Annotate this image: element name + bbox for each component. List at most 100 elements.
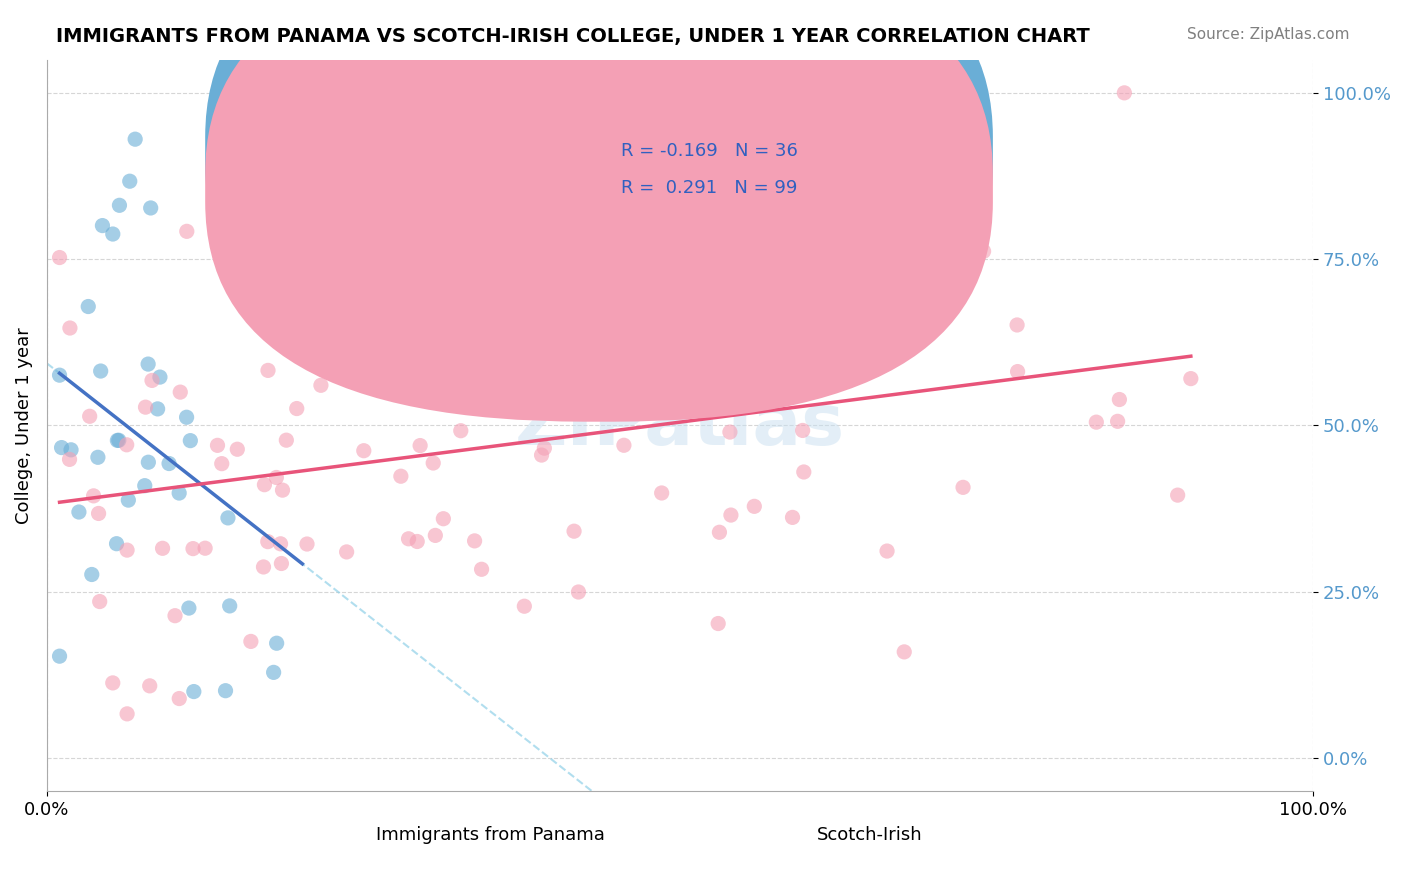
Point — [179, 434, 201, 448]
Point — [877, 279, 900, 293]
Point — [107, 434, 129, 448]
Point — [1114, 86, 1136, 100]
Point — [872, 252, 894, 267]
Point — [707, 616, 730, 631]
FancyBboxPatch shape — [205, 0, 993, 385]
Point — [432, 512, 454, 526]
Point — [876, 544, 898, 558]
Text: R = -0.169   N = 36: R = -0.169 N = 36 — [620, 142, 797, 160]
Point — [108, 198, 131, 212]
Point — [157, 457, 180, 471]
Circle shape — [766, 826, 797, 844]
Point — [146, 401, 169, 416]
Point — [425, 528, 447, 542]
Point — [163, 608, 186, 623]
Point — [48, 368, 70, 383]
Point — [138, 679, 160, 693]
Point — [124, 132, 146, 146]
Point — [893, 645, 915, 659]
Text: IMMIGRANTS FROM PANAMA VS SCOTCH-IRISH COLLEGE, UNDER 1 YEAR CORRELATION CHART: IMMIGRANTS FROM PANAMA VS SCOTCH-IRISH C… — [56, 27, 1090, 45]
Y-axis label: College, Under 1 year: College, Under 1 year — [15, 327, 32, 524]
Point — [276, 433, 298, 447]
Point — [270, 557, 292, 571]
Point — [530, 448, 553, 462]
FancyBboxPatch shape — [567, 133, 908, 227]
Point — [60, 442, 83, 457]
Point — [89, 594, 111, 608]
Point — [48, 649, 70, 664]
Circle shape — [387, 826, 416, 844]
Point — [270, 537, 292, 551]
Point — [613, 438, 636, 452]
Point — [450, 371, 472, 385]
Point — [253, 477, 276, 491]
Point — [80, 567, 103, 582]
Point — [217, 511, 239, 525]
Point — [651, 486, 673, 500]
Point — [152, 541, 174, 556]
Point — [176, 224, 198, 238]
Point — [792, 424, 814, 438]
Point — [149, 370, 172, 384]
Point — [271, 483, 294, 497]
Point — [295, 537, 318, 551]
Point — [1007, 365, 1029, 379]
Point — [117, 493, 139, 508]
Point — [533, 441, 555, 455]
Point — [626, 385, 648, 400]
Point — [115, 543, 138, 558]
Point — [973, 244, 995, 259]
Point — [1107, 414, 1129, 428]
Point — [136, 357, 159, 371]
Text: Immigrants from Panama: Immigrants from Panama — [375, 826, 605, 844]
Point — [718, 425, 741, 439]
Point — [226, 442, 249, 457]
Point — [634, 240, 657, 254]
Point — [471, 562, 494, 576]
Point — [77, 300, 100, 314]
Point — [513, 599, 536, 614]
Point — [440, 387, 463, 401]
Text: Source: ZipAtlas.com: Source: ZipAtlas.com — [1187, 27, 1350, 42]
Point — [851, 265, 873, 279]
Point — [169, 385, 191, 400]
Point — [634, 308, 657, 322]
Point — [464, 533, 486, 548]
Point — [450, 424, 472, 438]
Point — [489, 384, 512, 398]
Point — [797, 289, 820, 303]
Point — [101, 227, 124, 241]
Point — [353, 443, 375, 458]
Point — [1085, 415, 1108, 429]
Point — [263, 665, 285, 680]
Point — [183, 684, 205, 698]
Point — [389, 469, 412, 483]
Point — [252, 560, 274, 574]
Point — [79, 409, 101, 424]
Point — [266, 636, 288, 650]
Point — [181, 541, 204, 556]
Point — [533, 92, 555, 106]
Point — [793, 465, 815, 479]
Point — [214, 683, 236, 698]
Point — [1005, 318, 1028, 332]
Point — [409, 439, 432, 453]
Point — [239, 634, 262, 648]
Point — [177, 601, 200, 615]
Point — [564, 208, 586, 222]
Point — [51, 441, 73, 455]
Point — [107, 434, 129, 448]
FancyBboxPatch shape — [205, 0, 993, 422]
Text: ZIPatlas: ZIPatlas — [515, 391, 845, 460]
Point — [720, 508, 742, 522]
Point — [384, 344, 406, 359]
Point — [700, 375, 723, 389]
Text: Scotch-Irish: Scotch-Irish — [817, 826, 922, 844]
Point — [256, 534, 278, 549]
Point — [827, 333, 849, 347]
Point — [138, 455, 160, 469]
Point — [134, 478, 156, 492]
Point — [782, 510, 804, 524]
Text: R =  0.291   N = 99: R = 0.291 N = 99 — [620, 178, 797, 196]
Point — [105, 537, 128, 551]
